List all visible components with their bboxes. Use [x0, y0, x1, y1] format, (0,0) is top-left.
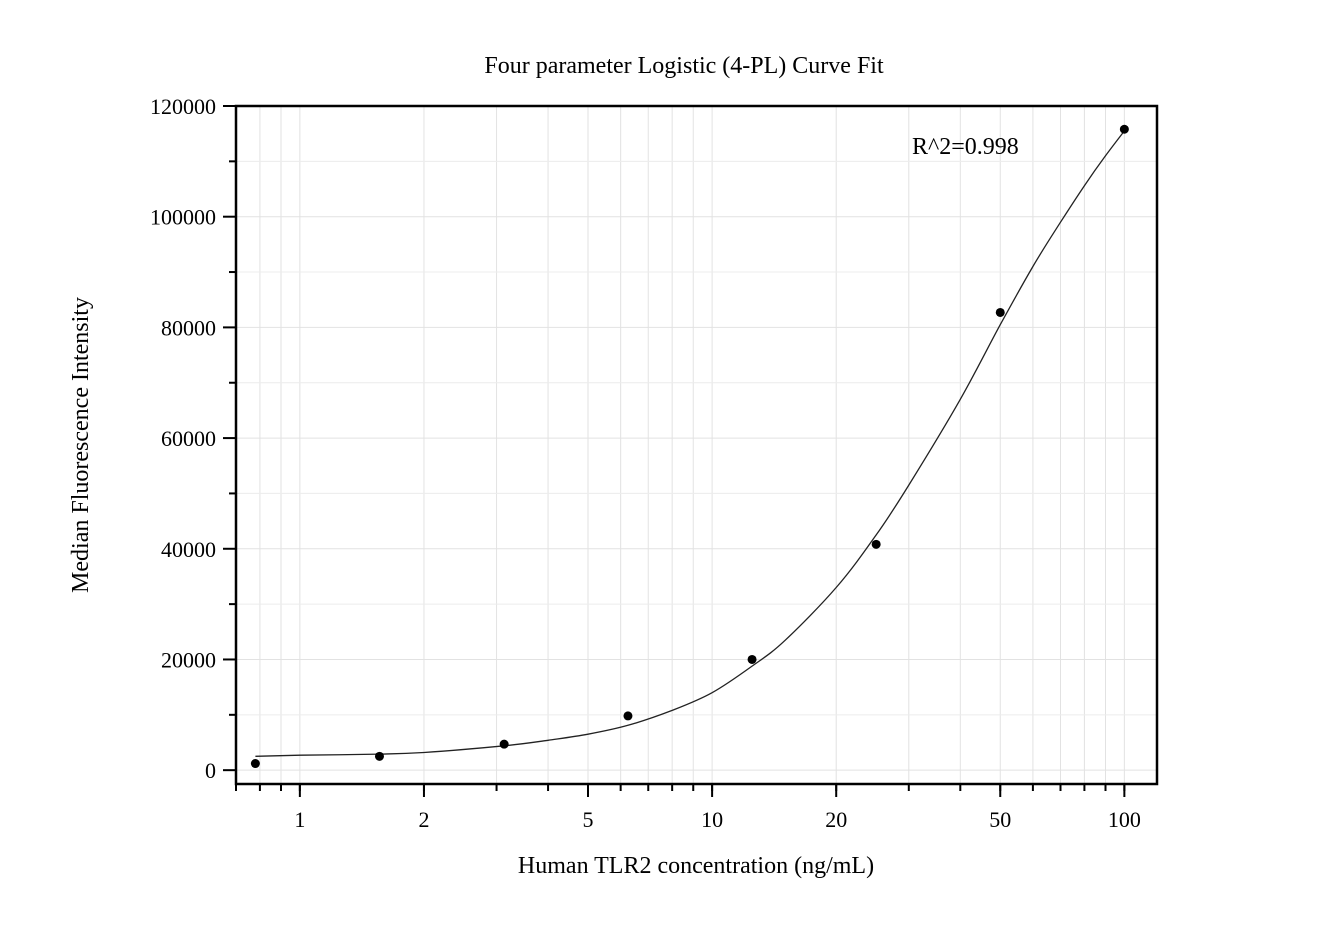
y-tick-label: 20000 — [161, 647, 216, 672]
grid-lines — [235, 105, 1157, 784]
y-tick-label: 40000 — [161, 537, 216, 562]
data-point — [1119, 124, 1129, 134]
data-point — [499, 739, 509, 749]
y-axis-title: Median Fluorescence Intensity — [68, 297, 94, 593]
x-tick-label: 1 — [294, 807, 305, 832]
axis-ticks-layer: 1 2 5 10 20 50 100 0 20000 40000 60000 80000 100000 1… — [150, 94, 1141, 832]
y-tick-label: 100000 — [150, 205, 216, 230]
y-tick-label: 60000 — [161, 426, 216, 451]
y-tick-label: 0 — [205, 758, 216, 783]
data-point — [747, 654, 757, 664]
plot-frame — [234, 104, 1159, 786]
data-points-layer — [250, 124, 1129, 769]
y-tick-label: 80000 — [161, 315, 216, 340]
data-point — [995, 307, 1005, 317]
x-tick-label: 20 — [825, 807, 847, 832]
fit-curve-layer — [255, 130, 1125, 757]
data-point — [623, 711, 633, 721]
x-tick-label: 2 — [418, 807, 429, 832]
x-tick-label: 100 — [1108, 807, 1141, 832]
x-axis-title: Human TLR2 concentration (ng/mL) — [518, 853, 874, 879]
data-point — [871, 539, 881, 549]
r-squared-annotation: R^2=0.998 — [912, 134, 1019, 160]
fit-curve-line — [255, 130, 1125, 757]
chart-title: Four parameter Logistic (4-PL) Curve Fit — [484, 53, 884, 79]
data-point — [374, 751, 384, 761]
x-tick-label: 10 — [701, 807, 723, 832]
data-point — [250, 759, 260, 769]
y-tick-label: 120000 — [150, 94, 216, 119]
x-tick-label: 50 — [989, 807, 1011, 832]
x-tick-label: 5 — [583, 807, 594, 832]
